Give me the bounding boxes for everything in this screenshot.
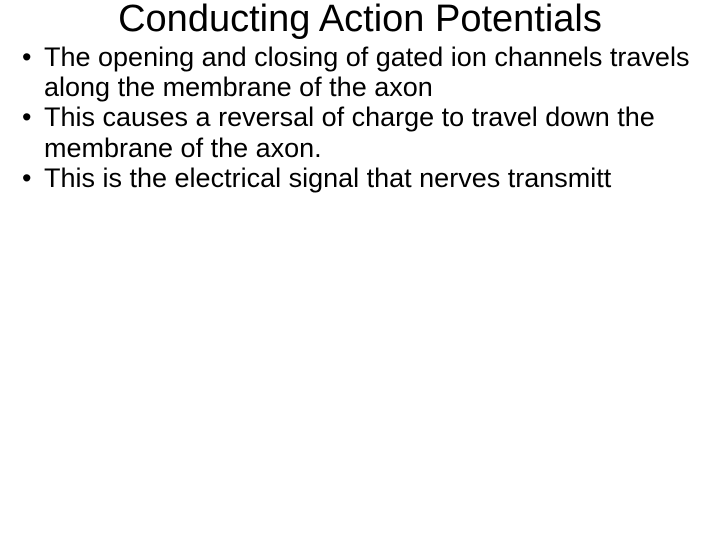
list-item: This causes a reversal of charge to trav…	[22, 102, 710, 162]
slide-title: Conducting Action Potentials	[0, 0, 720, 40]
bullet-list: The opening and closing of gated ion cha…	[0, 42, 720, 193]
slide: Conducting Action Potentials The opening…	[0, 0, 720, 540]
list-item: The opening and closing of gated ion cha…	[22, 42, 710, 102]
list-item: This is the electrical signal that nerve…	[22, 163, 710, 193]
